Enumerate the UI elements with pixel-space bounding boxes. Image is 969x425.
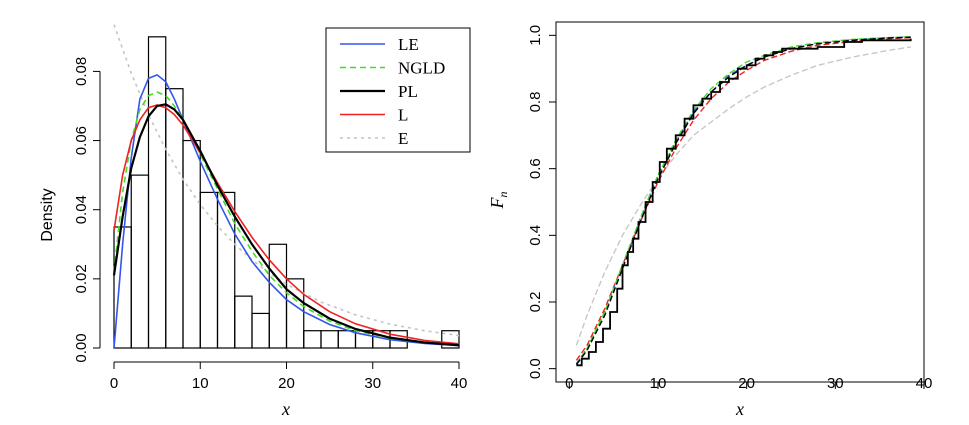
y-axis-label: Fn bbox=[487, 192, 510, 210]
x-tick-label-2: 20 bbox=[278, 375, 295, 392]
histogram-bar-4 bbox=[182, 139, 201, 349]
y-tick-label-3: 0.6 bbox=[527, 158, 544, 179]
x-tick-label-4: 40 bbox=[916, 375, 933, 392]
legend-label-le: LE bbox=[398, 35, 419, 54]
y-axis: 0.00 0.02 0.04 0.06 0.08 bbox=[73, 57, 101, 363]
density-curve-pl bbox=[112, 103, 460, 347]
x-tick-label-3: 30 bbox=[827, 375, 844, 392]
x-tick-label-1: 10 bbox=[650, 375, 667, 392]
density-curve-le bbox=[113, 73, 460, 349]
histogram-bars bbox=[113, 36, 460, 349]
cdf-curve-e bbox=[575, 46, 911, 346]
histogram-bar-11 bbox=[303, 330, 322, 349]
histogram-bar-8 bbox=[251, 312, 270, 349]
density-histogram-panel: 0.00 0.02 0.04 0.06 0.08 0 10 20 30 40 Density x… bbox=[39, 24, 471, 419]
y-axis-label: Density bbox=[39, 188, 56, 241]
x-tick-label-0: 0 bbox=[565, 375, 573, 392]
cdf-curve-le bbox=[575, 36, 911, 365]
ecdf-step bbox=[576, 38, 912, 367]
histogram-bar-3 bbox=[165, 88, 184, 349]
ecdf-step-line bbox=[576, 38, 912, 367]
y-label-subscript: n bbox=[496, 192, 510, 198]
y-tick-label-5: 1.0 bbox=[527, 25, 544, 46]
cdf-curve-l bbox=[575, 36, 911, 361]
legend-label-pl: PL bbox=[398, 82, 418, 101]
ecdf-panel: 0.0 0.2 0.4 0.6 0.8 1.0 0 10 20 30 40 Fn x bbox=[487, 21, 932, 419]
density-curve-ngld bbox=[113, 91, 460, 346]
x-axis-label: x bbox=[281, 399, 290, 419]
y-tick-label-2: 0.04 bbox=[73, 195, 90, 224]
legend-label-e: E bbox=[398, 129, 408, 148]
histogram-bar-7 bbox=[234, 295, 253, 349]
density-curves bbox=[112, 24, 460, 349]
y-tick-label-1: 0.02 bbox=[73, 264, 90, 293]
legend: LE NGLD PL LE bbox=[325, 27, 471, 153]
legend-label-ngld: NGLD bbox=[398, 59, 445, 78]
histogram-bar-19 bbox=[441, 330, 460, 349]
histogram-bar-1 bbox=[130, 174, 150, 349]
histogram-bar-13 bbox=[337, 330, 357, 349]
x-tick-label-4: 40 bbox=[451, 375, 468, 392]
cdf-curve-ngld bbox=[575, 35, 911, 366]
histogram-bar-6 bbox=[216, 191, 236, 349]
y-tick-label-4: 0.8 bbox=[527, 92, 544, 113]
x-axis: 0 10 20 30 40 bbox=[110, 361, 468, 392]
histogram-bar-10 bbox=[285, 278, 305, 349]
y-axis: 0.0 0.2 0.4 0.6 0.8 1.0 bbox=[527, 25, 556, 379]
y-label-main: F bbox=[487, 197, 507, 210]
histogram-bar-2 bbox=[147, 36, 167, 349]
x-tick-label-0: 0 bbox=[110, 375, 118, 392]
legend-label-l: L bbox=[398, 106, 408, 125]
x-tick-label-3: 30 bbox=[364, 375, 381, 392]
plot-frame bbox=[555, 21, 925, 383]
x-axis: 0 10 20 30 40 bbox=[565, 375, 932, 392]
cdf-curves bbox=[575, 35, 911, 366]
y-tick-label-0: 0.00 bbox=[73, 333, 90, 362]
cdf-curve-pl bbox=[575, 36, 911, 366]
histogram-bar-12 bbox=[320, 330, 339, 349]
y-tick-label-3: 0.06 bbox=[73, 126, 90, 155]
y-tick-label-2: 0.4 bbox=[527, 225, 544, 246]
y-tick-label-0: 0.0 bbox=[527, 358, 544, 379]
x-tick-label-1: 10 bbox=[192, 375, 209, 392]
histogram-bar-5 bbox=[199, 191, 219, 349]
x-axis-label: x bbox=[735, 399, 744, 419]
y-tick-label-4: 0.08 bbox=[73, 57, 90, 86]
y-tick-label-1: 0.2 bbox=[527, 292, 544, 313]
x-tick-label-2: 20 bbox=[738, 375, 755, 392]
density-curve-l bbox=[113, 104, 460, 345]
